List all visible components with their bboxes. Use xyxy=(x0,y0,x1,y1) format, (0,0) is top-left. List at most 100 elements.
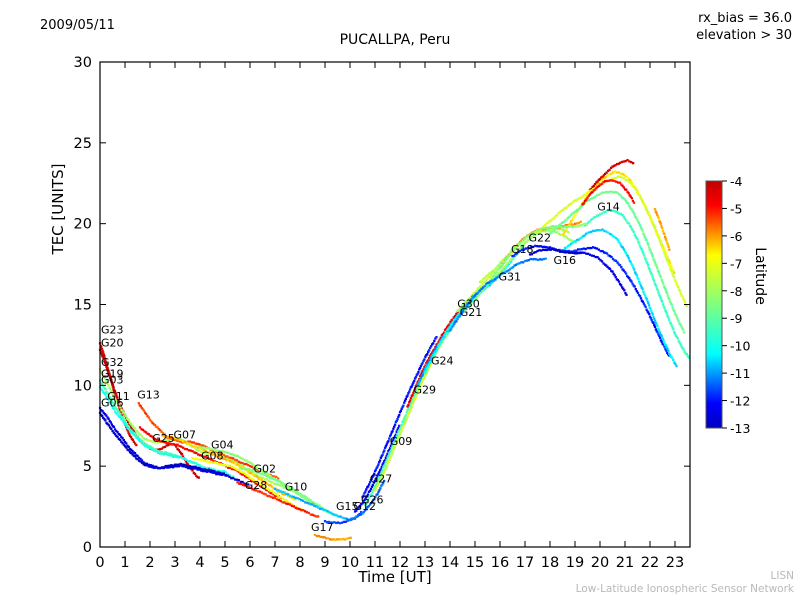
prn-annotation: G14 xyxy=(597,201,620,214)
prn-annotation: G26 xyxy=(361,493,384,506)
prn-annotation: G06 xyxy=(101,396,124,409)
series-G03 xyxy=(98,385,227,474)
prn-annotation: G04 xyxy=(211,438,234,451)
x-tick-label: 18 xyxy=(541,555,559,571)
prn-annotation: G13 xyxy=(137,388,160,401)
colorbar-tick-label: -4 xyxy=(730,174,743,189)
x-tick-label: 12 xyxy=(391,555,409,571)
series-G38 xyxy=(581,179,636,206)
prn-annotation: G11 xyxy=(107,390,130,403)
series-G17 xyxy=(313,533,352,541)
header-annotations: rx_bias = 36.0 elevation > 30 xyxy=(696,10,792,44)
x-tick-label: 20 xyxy=(591,555,609,571)
series-G08 xyxy=(191,456,305,512)
prn-annotation: G20 xyxy=(101,337,124,350)
colorbar-tick-label: -9 xyxy=(730,311,743,326)
date-label: 2009/05/11 xyxy=(40,18,115,33)
x-tick-label: 14 xyxy=(441,555,459,571)
colorbar-tick-label: -13 xyxy=(730,421,750,436)
series-G11 xyxy=(98,406,250,486)
series-G34 xyxy=(548,190,686,334)
x-tick-label: 0 xyxy=(95,555,104,571)
series-G12 xyxy=(346,479,386,521)
series-G06 xyxy=(98,411,227,477)
y-tick-label: 10 xyxy=(74,378,92,394)
x-tick-label: 3 xyxy=(170,555,179,571)
prn-annotation: G29 xyxy=(414,383,437,396)
x-tick-label: 10 xyxy=(341,555,359,571)
colorbar-tick-label: -5 xyxy=(730,201,742,216)
elevation-label: elevation > 30 xyxy=(696,28,792,43)
y-tick-label: 5 xyxy=(83,459,92,475)
series-G35 xyxy=(563,228,678,368)
prn-annotation: G03 xyxy=(101,374,124,387)
prn-annotation: G28 xyxy=(245,479,268,492)
x-tick-label: 2 xyxy=(145,555,154,571)
prn-annotation: G02 xyxy=(254,463,277,476)
data-traces xyxy=(98,158,691,541)
x-tick-label: 22 xyxy=(641,555,659,571)
x-tick-label: 16 xyxy=(491,555,509,571)
prn-annotation: G09 xyxy=(390,435,413,448)
prn-annotation: G32 xyxy=(101,356,124,369)
prn-annotation: G18 xyxy=(511,243,534,256)
prn-annotation: G25 xyxy=(152,432,175,445)
prn-annotation: G23 xyxy=(101,324,124,337)
footer-fullname: Low-Latitude Ionospheric Sensor Network xyxy=(575,583,794,595)
x-tick-label: 23 xyxy=(666,555,684,571)
x-tick-label: 9 xyxy=(320,555,329,571)
y-tick-label: 30 xyxy=(74,55,92,71)
footer-acronym: LISN xyxy=(770,570,794,582)
prn-annotation: G19 xyxy=(101,367,124,380)
series-G27 xyxy=(361,335,438,499)
prn-annotation: G22 xyxy=(529,231,552,244)
prn-annotation: G08 xyxy=(201,450,224,463)
series-G36 xyxy=(583,209,691,359)
axes-frame xyxy=(99,61,691,548)
series-G07 xyxy=(161,434,297,501)
x-tick-label: 15 xyxy=(466,555,484,571)
x-tick-label: 13 xyxy=(416,555,434,571)
colorbar-tick-label: -8 xyxy=(730,284,743,299)
prn-annotation: G10 xyxy=(285,480,308,493)
prn-annotation: G15 xyxy=(336,500,359,513)
footer-watermark: LISN Low-Latitude Ionospheric Sensor Net… xyxy=(576,570,794,596)
x-tick-label: 11 xyxy=(366,555,384,571)
x-tick-label: 17 xyxy=(516,555,534,571)
series-G41 xyxy=(528,247,582,256)
series-G42 xyxy=(653,208,671,251)
series-G05 xyxy=(588,158,635,191)
colorbar-tick-label: -11 xyxy=(730,366,750,381)
x-tick-label: 5 xyxy=(220,555,229,571)
y-tick-label: 15 xyxy=(74,298,92,314)
x-tick-label: 7 xyxy=(270,555,279,571)
prn-annotation: G12 xyxy=(354,500,377,513)
prn-annotation: G24 xyxy=(431,354,454,367)
rx-bias-label: rx_bias = 36.0 xyxy=(698,11,792,26)
y-tick-label: 20 xyxy=(74,217,92,233)
y-tick-label: 25 xyxy=(74,136,92,152)
colorbar-gradient xyxy=(705,180,723,429)
x-tick-label: 21 xyxy=(616,555,634,571)
page-title: PUCALLPA, Peru xyxy=(339,32,451,48)
series-G37 xyxy=(573,251,628,296)
colorbar-tick-label: -6 xyxy=(730,229,743,244)
prn-annotation: G17 xyxy=(311,521,334,534)
x-tick-label: 19 xyxy=(566,555,584,571)
x-tick-label: 8 xyxy=(295,555,304,571)
series-G28 xyxy=(236,481,320,518)
colorbar-tick-label: -12 xyxy=(730,394,750,409)
prn-annotation: G16 xyxy=(554,254,577,267)
series-G40 xyxy=(448,257,547,332)
x-tick-label: 4 xyxy=(195,555,204,571)
prn-annotation: G21 xyxy=(460,306,483,319)
prn-annotation: G27 xyxy=(370,472,393,485)
x-tick-label: 6 xyxy=(245,555,254,571)
series-G33 xyxy=(536,175,688,308)
colorbar-tick-label: -10 xyxy=(730,339,750,354)
colorbar-tick-label: -7 xyxy=(730,256,742,271)
x-axis-label: Time [UT] xyxy=(358,568,432,586)
x-tick-label: 1 xyxy=(120,555,129,571)
